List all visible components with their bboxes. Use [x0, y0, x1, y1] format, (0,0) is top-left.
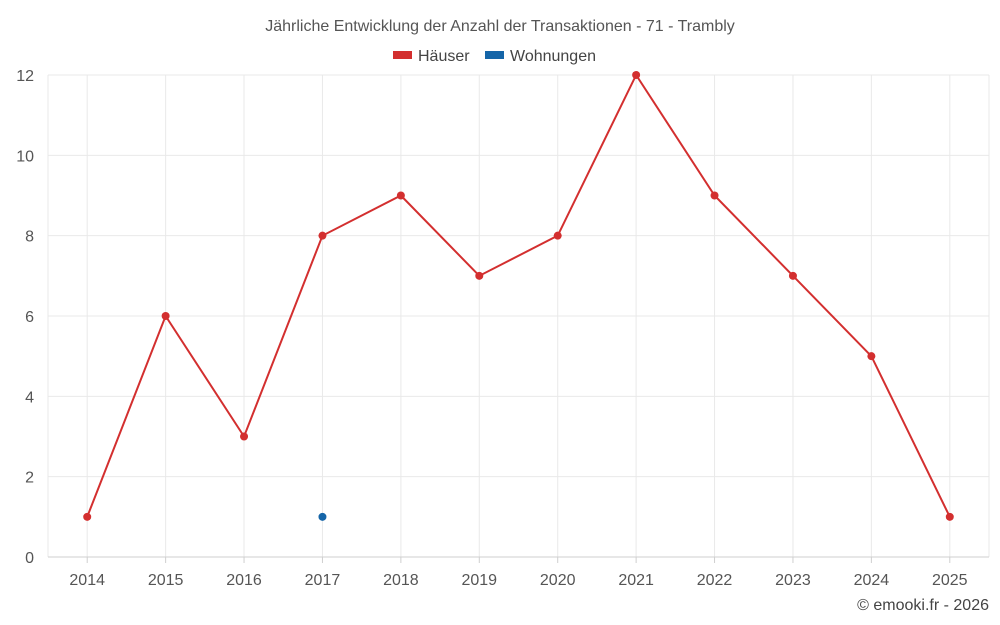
series — [83, 71, 954, 521]
data-point[interactable] — [788, 271, 797, 280]
data-point[interactable] — [83, 512, 92, 521]
data-point[interactable] — [161, 312, 170, 320]
x-tick-label: 2019 — [461, 572, 497, 589]
chart-title: Jährliche Entwicklung der Anzahl der Tra… — [265, 18, 735, 35]
legend-swatch-haeuser — [393, 51, 412, 59]
y-tick-label: 2 — [25, 470, 34, 487]
data-point[interactable] — [867, 352, 876, 361]
y-tick-label: 10 — [16, 148, 34, 165]
y-tick-label: 0 — [25, 550, 34, 567]
data-point[interactable] — [318, 512, 327, 521]
legend-label-haeuser: Häuser — [418, 48, 470, 65]
grid — [47, 74, 990, 557]
x-tick-label: 2025 — [932, 572, 968, 589]
series-line-0 — [86, 72, 951, 518]
x-tick-label: 2023 — [775, 572, 811, 589]
legend-item-wohnungen[interactable]: Wohnungen — [485, 48, 596, 65]
y-tick-label: 6 — [25, 309, 34, 326]
axes: 0 2 4 6 8 10 12 2014 2015 2016 2017 2018 2019 2020 202… — [16, 68, 989, 589]
x-tick-label: 2024 — [854, 572, 890, 589]
legend-label-wohnungen: Wohnungen — [510, 48, 596, 65]
x-tick-label: 2016 — [226, 572, 262, 589]
x-tick-label: 2018 — [383, 572, 419, 589]
data-point[interactable] — [710, 191, 719, 200]
y-tick-label: 4 — [25, 389, 34, 406]
data-point[interactable] — [553, 231, 562, 240]
x-tick-label: 2014 — [69, 572, 105, 589]
x-tick-label: 2021 — [618, 572, 654, 589]
x-tick-label: 2022 — [697, 572, 733, 589]
x-tick-label: 2020 — [540, 572, 576, 589]
legend-swatch-wohnungen — [485, 51, 504, 59]
data-point[interactable] — [632, 71, 641, 79]
data-point[interactable] — [475, 271, 484, 280]
x-tick-label: 2015 — [148, 572, 184, 589]
legend: Häuser Wohnungen — [393, 48, 596, 65]
data-point[interactable] — [396, 191, 405, 200]
y-tick-label: 8 — [25, 229, 34, 246]
x-tick-label: 2017 — [305, 572, 341, 589]
y-tick-label: 12 — [16, 68, 34, 85]
data-point[interactable] — [318, 231, 327, 240]
credit-text: © emooki.fr - 2026 — [857, 597, 989, 614]
data-point[interactable] — [945, 512, 954, 521]
data-point[interactable] — [240, 432, 249, 441]
legend-item-haeuser[interactable]: Häuser — [393, 48, 470, 65]
